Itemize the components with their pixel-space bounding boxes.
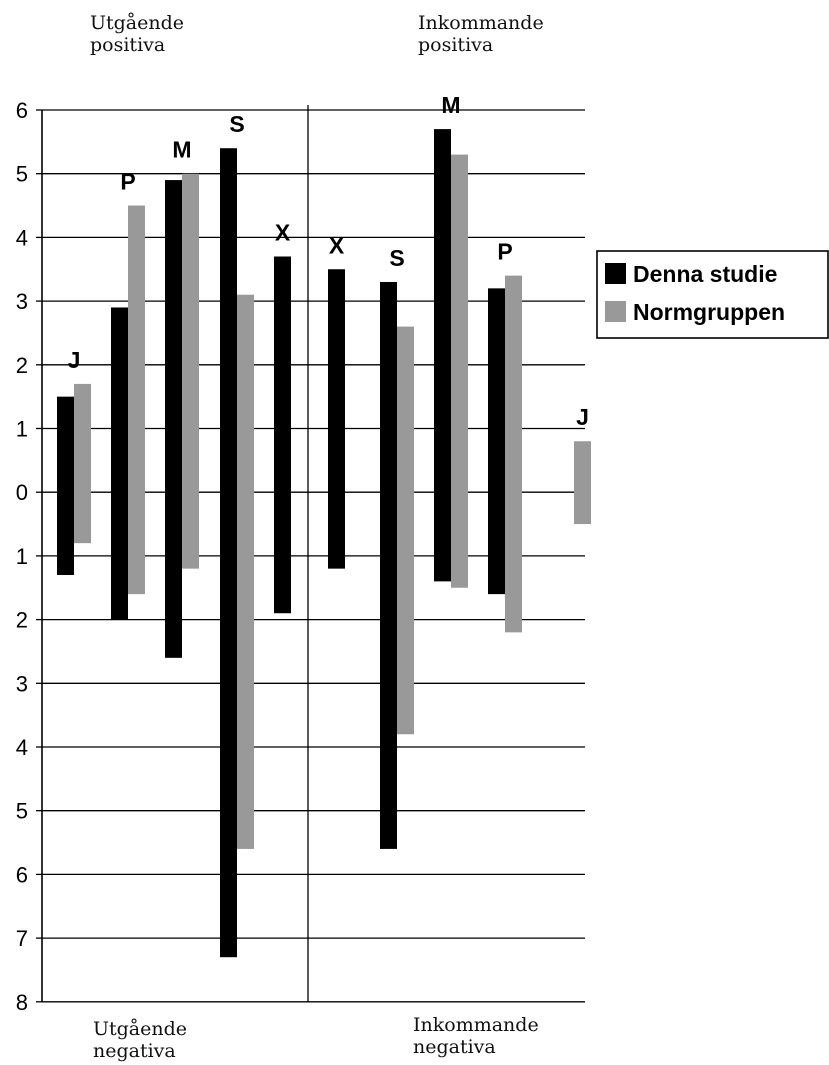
y-tick-label: 3 [16, 289, 28, 314]
y-tick-label: 6 [16, 98, 28, 123]
y-tick-label: 2 [16, 353, 28, 378]
y-tick-label: 5 [16, 799, 28, 824]
bar-group-label: J [576, 404, 589, 430]
bar-normgruppen [74, 383, 91, 544]
bar-group-label: M [441, 92, 460, 118]
corner-label-line: negativa [413, 1036, 496, 1058]
bar-denna-studie [111, 307, 128, 620]
y-tick-label: 5 [16, 162, 28, 187]
bar-normgruppen [128, 205, 145, 595]
y-tick-label: 1 [16, 544, 28, 569]
legend-label: Denna studie [633, 261, 777, 287]
corner-label-line: Inkommande [418, 12, 544, 34]
bar-group-label: S [229, 111, 244, 137]
bar-denna-studie [220, 148, 237, 958]
y-tick-label: 0 [16, 480, 28, 505]
bar-denna-studie [274, 256, 291, 614]
corner-label-top-left: Utgående positiva [90, 12, 184, 56]
bar-denna-studie [57, 396, 74, 576]
legend-swatch [605, 301, 626, 322]
bar-normgruppen [574, 441, 591, 525]
bar-group-label: P [120, 169, 135, 195]
bar-denna-studie [328, 269, 345, 569]
y-tick-label: 6 [16, 862, 28, 887]
y-tick-label: 4 [16, 225, 28, 250]
bar-normgruppen [505, 275, 522, 633]
y-tick-label: 1 [16, 417, 28, 442]
bar-denna-studie [165, 180, 182, 658]
bar-group-label: S [389, 245, 404, 271]
legend-swatch [605, 263, 626, 284]
y-tick-label: 7 [16, 926, 28, 951]
bar-normgruppen [397, 326, 414, 735]
y-tick-label: 4 [16, 735, 28, 760]
bar-normgruppen [451, 154, 468, 588]
y-tick-label: 8 [16, 990, 28, 1015]
corner-label-line: positiva [418, 34, 494, 56]
bar-denna-studie [488, 288, 505, 595]
bar-group-label: M [172, 137, 191, 163]
corner-label-bottom-right: Inkommande negativa [413, 1014, 539, 1058]
bar-group-label: X [329, 232, 345, 258]
bar-normgruppen [237, 294, 254, 849]
corner-label-top-right: Inkommande positiva [418, 12, 544, 56]
y-tick-label: 2 [16, 608, 28, 633]
corner-label-bottom-left: Utgående negativa [93, 1018, 187, 1062]
corner-label-line: Utgående [90, 12, 185, 34]
bar-denna-studie [434, 129, 451, 582]
legend-box [596, 250, 829, 339]
bar-group-label: X [275, 220, 291, 246]
y-tick-label: 3 [16, 671, 28, 696]
legend-label: Normgruppen [633, 299, 785, 325]
corner-label-line: Utgående [93, 1018, 188, 1040]
corner-label-line: negativa [93, 1040, 176, 1062]
bar-group-label: P [497, 239, 512, 265]
bar-normgruppen [182, 173, 199, 569]
corner-label-line: positiva [90, 34, 166, 56]
corner-label-line: Inkommande [413, 1014, 539, 1036]
bar-denna-studie [380, 281, 397, 849]
bar-group-label: J [68, 347, 81, 373]
